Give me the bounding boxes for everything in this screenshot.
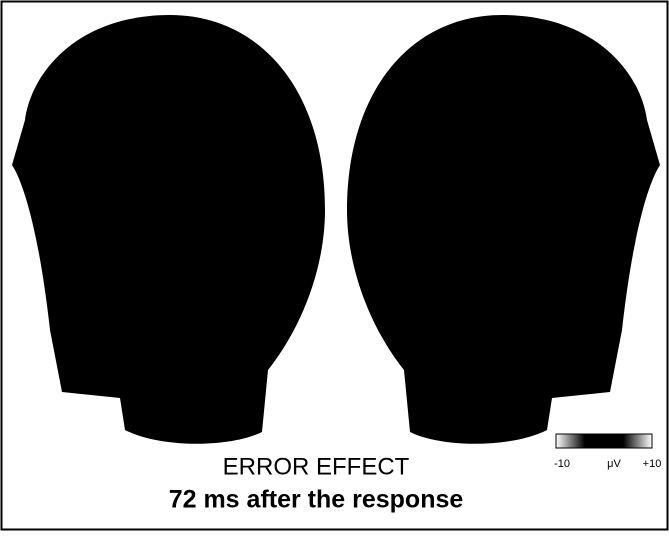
colorbar	[556, 434, 652, 448]
colorbar-min-label: -10	[554, 458, 570, 470]
figure: ERROR EFFECT 72 ms after the response -1…	[0, 0, 669, 531]
subtitle: 72 ms after the response	[169, 486, 464, 514]
colorbar-max-label: +10	[643, 458, 662, 470]
page: {"figure": {"title": "ERROR EFFECT", "su…	[0, 0, 669, 531]
colorbar-unit-label: μV	[607, 458, 621, 470]
title: ERROR EFFECT	[223, 453, 410, 480]
